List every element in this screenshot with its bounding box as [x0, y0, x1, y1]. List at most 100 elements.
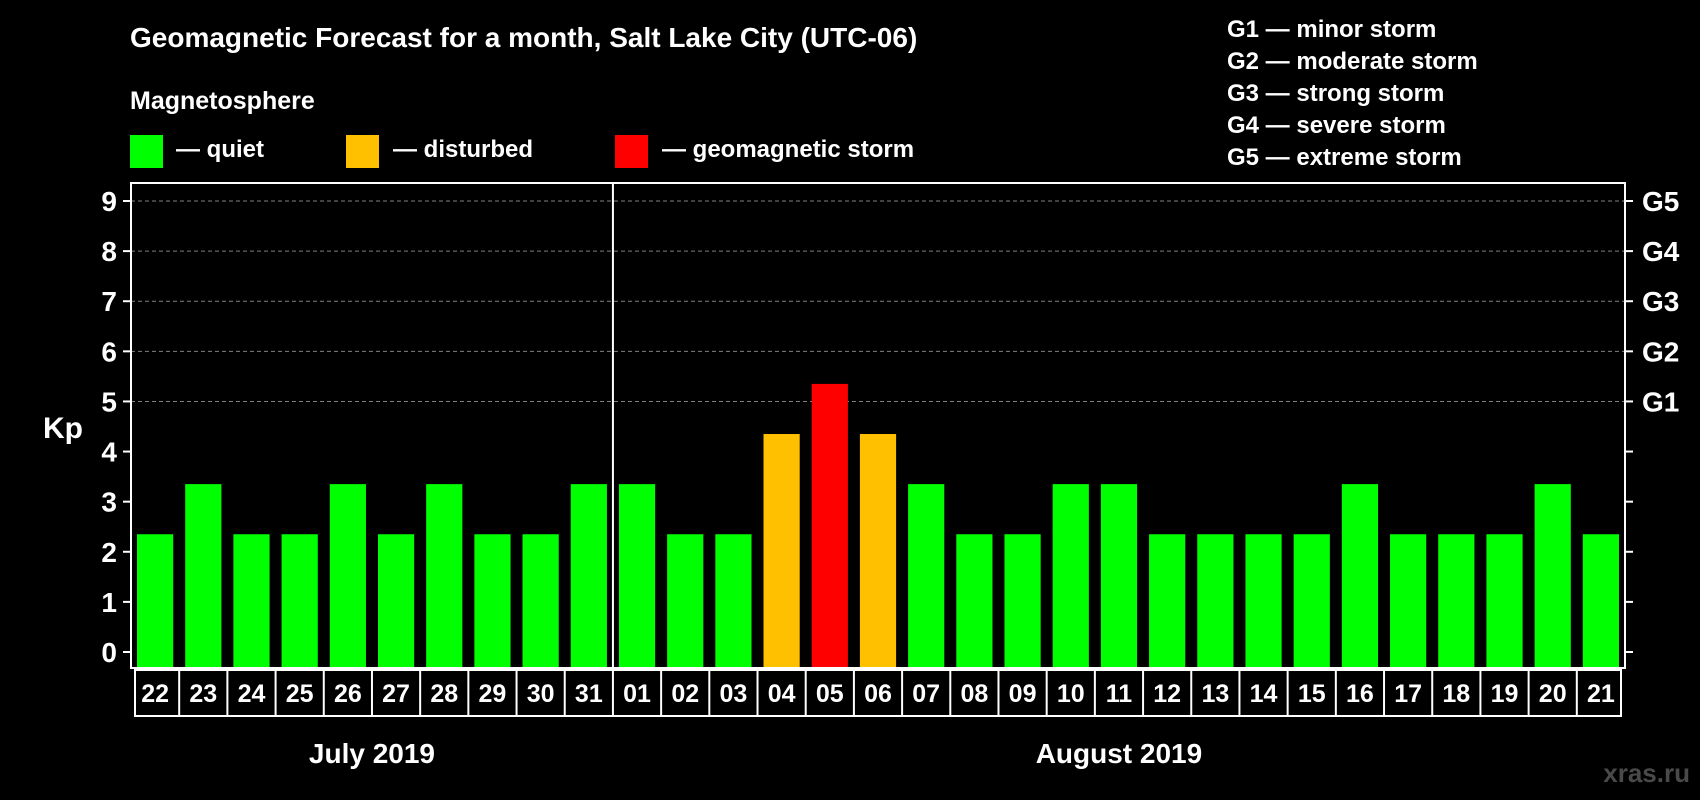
y-tick-label-5: 5	[101, 386, 117, 417]
chart-subtitle: Magnetosphere	[130, 87, 315, 115]
bar-day-26	[329, 484, 366, 668]
y-axis-label: Kp	[43, 412, 83, 445]
x-tick-label-11: 11	[1106, 680, 1133, 708]
x-tick-label-27: 27	[382, 680, 410, 708]
x-tick-label-20: 20	[1539, 680, 1567, 708]
x-tick-label-15: 15	[1298, 680, 1326, 708]
bar-day-28	[426, 484, 463, 668]
storm-scale-g2: G2 — moderate storm	[1227, 48, 1478, 75]
bar-day-29	[474, 534, 511, 668]
storm-scale-g3: G3 — strong storm	[1227, 80, 1444, 107]
x-tick-label-28: 28	[430, 680, 458, 708]
x-tick-label-23: 23	[189, 680, 217, 708]
x-tick-label-06: 06	[864, 680, 892, 708]
bar-day-25	[281, 534, 318, 668]
x-tick-label-14: 14	[1250, 680, 1278, 708]
storm-scale-g1: G1 — minor storm	[1227, 16, 1436, 43]
bar-day-15	[1293, 534, 1330, 668]
x-tick-label-19: 19	[1491, 680, 1519, 708]
x-tick-label-13: 13	[1201, 680, 1229, 708]
x-tick-label-18: 18	[1442, 680, 1470, 708]
x-tick-label-17: 17	[1394, 680, 1422, 708]
x-tick-label-25: 25	[286, 680, 314, 708]
right-axis-label-g3: G3	[1642, 286, 1679, 317]
x-tick-label-16: 16	[1346, 680, 1374, 708]
bar-day-03	[715, 534, 752, 668]
x-tick-label-26: 26	[334, 680, 362, 708]
y-tick-label-0: 0	[101, 637, 117, 668]
x-tick-label-29: 29	[479, 680, 507, 708]
bar-day-24	[233, 534, 270, 668]
status-legend: — quiet — disturbed — geomagnetic storm	[130, 135, 914, 168]
bar-day-18	[1438, 534, 1475, 668]
legend-label-disturbed: — disturbed	[393, 136, 533, 163]
x-tick-label-01: 01	[623, 680, 651, 708]
bar-day-22	[137, 534, 174, 668]
x-tick-label-09: 09	[1009, 680, 1037, 708]
bar-day-13	[1197, 534, 1234, 668]
storm-scale-g4: G4 — severe storm	[1227, 112, 1446, 139]
month-label-july: July 2019	[309, 738, 435, 769]
y-tick-label-4: 4	[101, 437, 117, 468]
x-tick-label-04: 04	[768, 680, 796, 708]
legend-swatch-storm	[615, 135, 648, 168]
bar-day-19	[1486, 534, 1523, 668]
y-tick-label-8: 8	[101, 236, 117, 267]
bar-day-31	[570, 484, 607, 668]
bar-day-21	[1582, 534, 1619, 668]
bar-day-11	[1100, 484, 1138, 668]
bar-day-04	[763, 434, 800, 668]
bar-day-27	[377, 534, 415, 668]
y-tick-label-6: 6	[101, 336, 117, 367]
x-tick-label-24: 24	[238, 680, 266, 708]
right-axis-label-g5: G5	[1642, 186, 1679, 217]
bar-day-12	[1149, 534, 1186, 668]
right-axis-label-g2: G2	[1642, 336, 1679, 367]
chart-title: Geomagnetic Forecast for a month, Salt L…	[130, 22, 917, 53]
day-label-strip	[134, 669, 1622, 717]
x-tick-label-12: 12	[1153, 680, 1181, 708]
bar-day-17	[1390, 534, 1427, 668]
watermark: xras.ru	[1603, 758, 1690, 788]
y-tick-label-2: 2	[101, 537, 117, 568]
bar-day-07	[908, 484, 945, 668]
bar-day-09	[1004, 534, 1041, 668]
bar-day-08	[956, 534, 993, 668]
legend-swatch-quiet	[130, 135, 163, 168]
bar-day-05	[811, 383, 848, 668]
x-tick-label-05: 05	[816, 680, 844, 708]
x-tick-label-02: 02	[671, 680, 699, 708]
storm-scale-g5: G5 — extreme storm	[1227, 144, 1462, 171]
x-tick-label-31: 31	[575, 680, 603, 708]
bar-day-06	[859, 434, 897, 668]
x-tick-label-07: 07	[912, 680, 940, 708]
bar-day-01	[618, 484, 656, 668]
bar-day-14	[1245, 534, 1282, 668]
y-tick-label-9: 9	[101, 186, 117, 217]
y-tick-label-3: 3	[101, 487, 117, 518]
right-axis-label-g1: G1	[1642, 386, 1679, 417]
x-tick-label-10: 10	[1057, 680, 1085, 708]
x-tick-label-22: 22	[141, 680, 169, 708]
month-label-august: August 2019	[1036, 738, 1203, 769]
right-axis-label-g4: G4	[1642, 236, 1680, 267]
x-tick-label-21: 21	[1587, 680, 1615, 708]
bar-day-23	[185, 484, 222, 668]
storm-scale-legend: G1 — minor storm G2 — moderate storm G3 …	[1227, 16, 1478, 171]
y-tick-label-1: 1	[101, 587, 117, 618]
x-tick-label-30: 30	[527, 680, 555, 708]
legend-label-quiet: — quiet	[176, 136, 264, 163]
legend-label-storm: — geomagnetic storm	[662, 136, 914, 163]
x-tick-label-08: 08	[960, 680, 988, 708]
bar-day-10	[1052, 484, 1089, 668]
y-tick-label-7: 7	[101, 286, 117, 317]
plot-frame	[130, 182, 1626, 669]
bar-day-20	[1534, 484, 1571, 668]
x-tick-label-03: 03	[720, 680, 748, 708]
bar-day-16	[1341, 484, 1379, 668]
legend-swatch-disturbed	[346, 135, 379, 168]
bar-day-30	[522, 534, 559, 668]
bar-day-02	[667, 534, 704, 668]
